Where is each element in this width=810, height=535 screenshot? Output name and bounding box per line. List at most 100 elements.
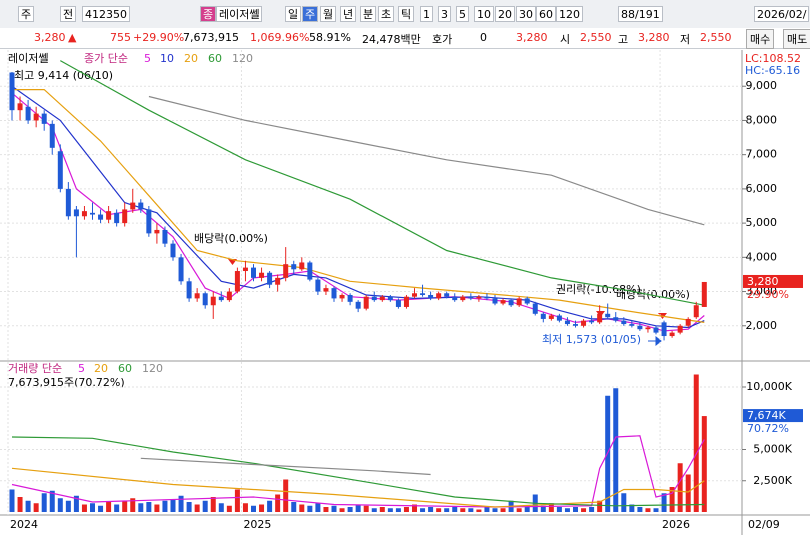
volume-bar — [629, 504, 635, 512]
candle-body — [90, 212, 95, 215]
quote-bar: 3,280 ▲ 755 +29.90% 7,673,915 1,069.96% … — [0, 28, 810, 49]
annotation: 배당락(0.00%) — [194, 232, 268, 245]
candle-body — [33, 113, 39, 121]
toolbar-item[interactable]: 88/191 — [618, 6, 663, 22]
candle-body — [106, 211, 112, 220]
candle-body — [564, 320, 570, 325]
candle-body — [492, 298, 498, 304]
volume-bar — [242, 503, 248, 512]
low-marker — [648, 335, 662, 347]
toolbar-item[interactable]: 3 — [438, 6, 451, 22]
candle-body — [49, 123, 55, 148]
candle-body — [307, 262, 313, 280]
chart-bg — [0, 50, 810, 535]
toolbar-item[interactable]: 분 — [360, 6, 377, 22]
volume-bar — [234, 489, 240, 512]
candle-body — [73, 209, 79, 217]
toolbar-item[interactable]: 412350 — [82, 6, 130, 22]
candle-body — [605, 313, 611, 318]
cursor-date: 02/09 — [748, 518, 780, 531]
price-tag-rate: 29.90% — [747, 288, 789, 301]
candle-body — [275, 277, 281, 285]
candle-body — [621, 320, 627, 325]
toolbar-item[interactable]: 종 — [200, 6, 217, 22]
toolbar-item[interactable]: 60 — [536, 6, 556, 22]
toolbar-item[interactable]: 30 — [516, 6, 536, 22]
candle-body — [387, 296, 393, 301]
toolbar-item[interactable]: 5 — [456, 6, 469, 22]
buy-button[interactable]: 매수 — [746, 29, 775, 49]
toolbar-item[interactable]: 주 — [18, 6, 35, 22]
legend-item: 5 — [78, 362, 85, 375]
candle-body — [81, 211, 87, 217]
toolbar-item[interactable]: 일 — [285, 6, 302, 22]
candle-body — [41, 113, 47, 124]
volume-rate: 1,069.96% — [250, 31, 310, 44]
ma-line — [140, 457, 431, 476]
candle-body — [412, 293, 417, 297]
high: 3,280 — [638, 31, 670, 44]
volume-bar — [194, 504, 200, 512]
volume-bar — [548, 503, 554, 512]
candle-body — [226, 291, 232, 301]
toolbar-item[interactable]: 월 — [320, 6, 337, 22]
toolbar-item[interactable]: 2026/02/ — [754, 6, 810, 22]
volume-bar — [436, 508, 442, 512]
toolbar-item[interactable]: 년 — [340, 6, 357, 22]
toolbar-item[interactable]: 주 — [302, 6, 319, 22]
candle-body — [452, 296, 458, 301]
volume-bar — [347, 507, 353, 512]
volume-bar — [275, 494, 281, 512]
volume-bar — [299, 504, 305, 512]
y-tick-label: 7,000 — [746, 148, 778, 161]
volume-bar — [186, 502, 192, 512]
volume-bar — [49, 490, 55, 512]
volume-bar — [363, 505, 369, 512]
toolbar-item[interactable]: 레이저쎌 — [216, 6, 263, 22]
y-tick-label: 8,000 — [746, 113, 778, 126]
volume-bar — [516, 508, 522, 512]
low: 2,550 — [700, 31, 732, 44]
toolbar-item[interactable]: 초 — [378, 6, 395, 22]
candle-body — [516, 298, 522, 306]
toolbar-item[interactable]: 전 — [60, 6, 77, 22]
amount: 24,478백만 — [362, 33, 421, 46]
annotation: 최저 1,573 (01/05) — [542, 333, 641, 346]
lc: LC:108.52 — [745, 52, 801, 65]
volume-bar — [106, 502, 112, 512]
toolbar-item[interactable]: 20 — [495, 6, 515, 22]
toolbar: 주 전 412350 종 레이저쎌 일 주 월 년 분 초 틱 1 3 5 10 20 30 60 120 88/191… — [0, 0, 810, 29]
volume-bar — [323, 507, 329, 512]
candle-body — [210, 296, 216, 306]
y-tick-label: 6,000 — [746, 182, 778, 195]
toolbar-item[interactable]: 1 — [420, 6, 433, 22]
volume-bar — [178, 495, 184, 512]
volume-bar — [540, 505, 546, 512]
candle-body — [178, 257, 184, 282]
volume-bar — [444, 508, 450, 512]
candle-body — [234, 271, 240, 292]
toolbar-item[interactable]: 10 — [474, 6, 494, 22]
candle-body — [218, 296, 224, 301]
candle-body — [154, 229, 160, 234]
volume-bar — [162, 500, 168, 512]
candle-body — [428, 294, 434, 299]
toolbar-item[interactable]: 틱 — [398, 6, 415, 22]
sell-button[interactable]: 매도 — [783, 29, 810, 49]
volume-bar — [339, 508, 345, 512]
volume-bar — [291, 502, 297, 512]
legend-item: 20 — [184, 52, 198, 65]
candle-body — [637, 325, 643, 330]
volume-bar — [621, 493, 627, 512]
annotation: 권리락(-10.68%) — [556, 283, 641, 296]
x-tick-label: 2026 — [662, 518, 690, 531]
volume-bar — [307, 505, 313, 512]
volume-bar — [556, 507, 562, 512]
volume-bar — [500, 508, 506, 512]
toolbar-item[interactable]: 120 — [556, 6, 583, 22]
candle-body — [589, 320, 595, 323]
volume-bar — [283, 479, 289, 512]
volume-bar — [564, 508, 570, 512]
hoga: 0 — [480, 31, 487, 44]
